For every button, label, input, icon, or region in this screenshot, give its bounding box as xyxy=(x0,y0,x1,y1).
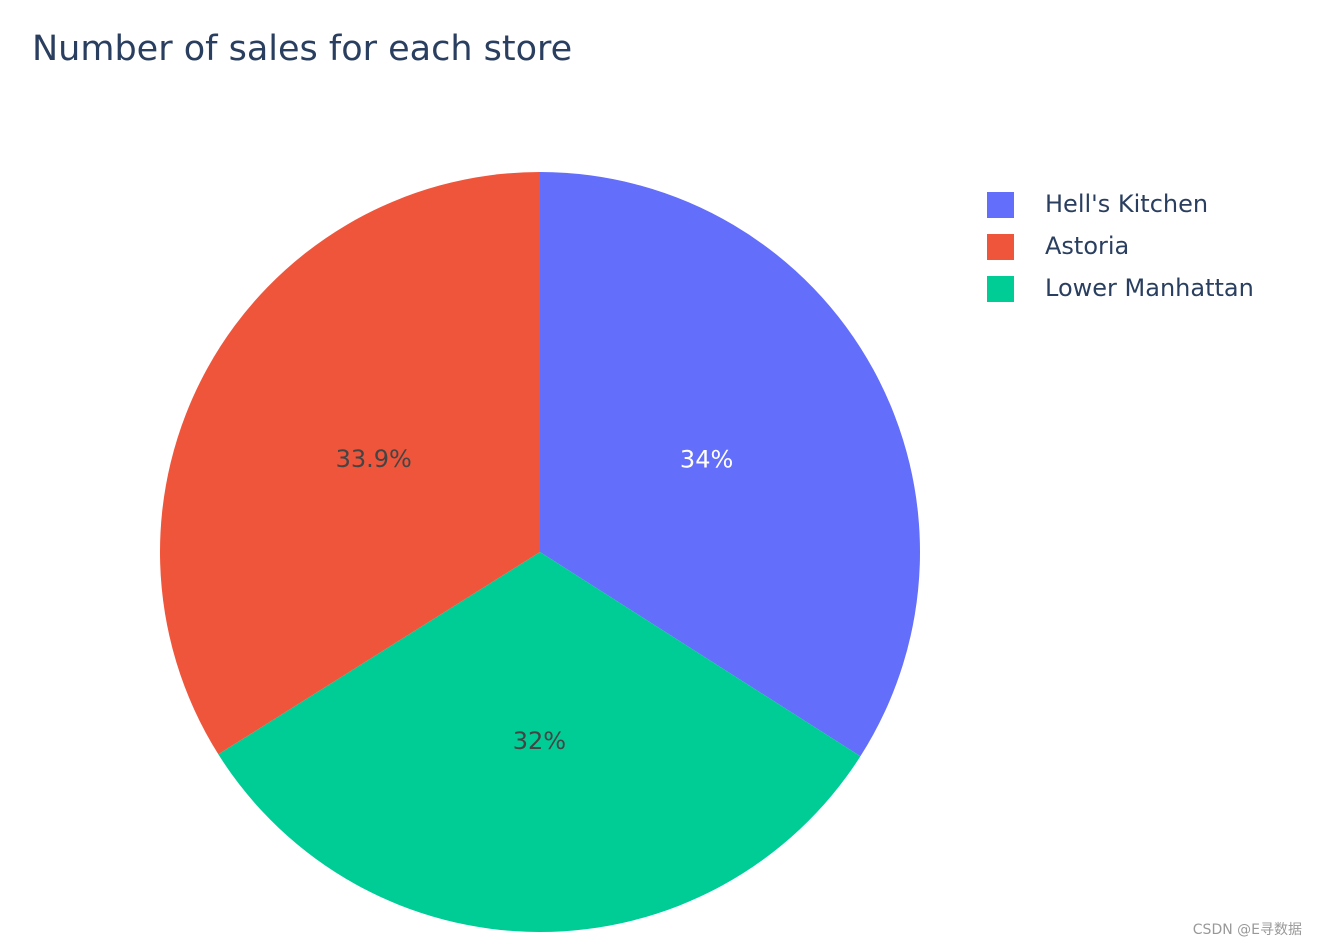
chart-title: Number of sales for each store xyxy=(32,29,572,69)
slice-label: 32% xyxy=(513,727,566,755)
slice-label: 34% xyxy=(680,446,733,474)
pie-slice xyxy=(159,172,540,755)
legend-swatch xyxy=(987,192,1014,218)
legend-label: Astoria xyxy=(1045,232,1129,260)
legend-label: Lower Manhattan xyxy=(1045,274,1254,302)
pie-slice xyxy=(540,172,921,757)
legend-swatch xyxy=(987,276,1014,302)
legend-swatch xyxy=(987,234,1014,260)
legend-label: Hell's Kitchen xyxy=(1045,190,1208,218)
slice-label: 33.9% xyxy=(336,445,412,473)
watermark: CSDN @E寻数据 xyxy=(1193,922,1302,938)
pie-slice xyxy=(218,552,861,933)
